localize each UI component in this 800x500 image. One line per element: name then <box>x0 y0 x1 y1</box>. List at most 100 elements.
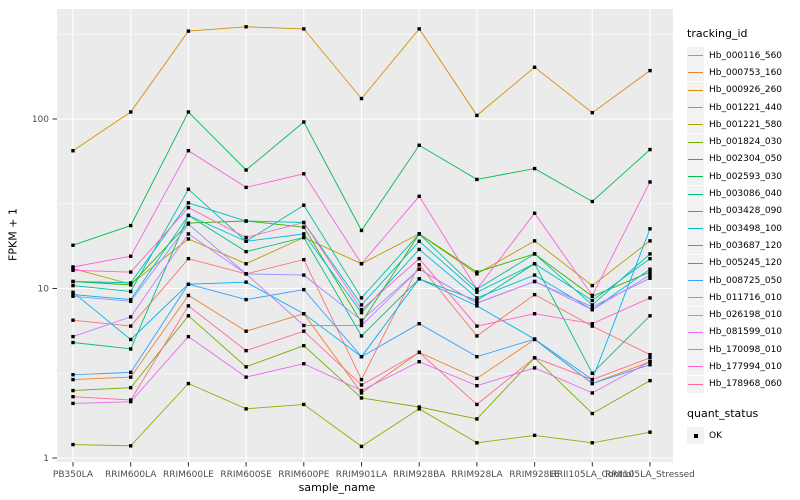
data-point <box>71 294 75 298</box>
data-point <box>417 239 421 243</box>
legend-key-line <box>687 202 704 220</box>
data-point <box>359 320 364 325</box>
legend-item: Hb_003086_040 <box>687 185 799 203</box>
data-point <box>359 377 364 382</box>
legend-key-line <box>687 341 704 359</box>
legend-item-label: Hb_005245_120 <box>709 258 783 269</box>
series-color-swatch <box>688 331 703 333</box>
legend-item-label: Hb_008725_050 <box>709 275 783 286</box>
data-point <box>186 187 191 191</box>
x-tick-label: PB350LA <box>53 470 94 480</box>
data-point <box>417 277 421 281</box>
data-point <box>186 282 191 286</box>
legend-key-line <box>687 150 704 168</box>
x-tick-label: RRIM600PE <box>278 470 330 480</box>
data-point <box>532 356 537 360</box>
data-point <box>129 370 133 375</box>
data-point <box>475 113 479 118</box>
data-point <box>417 321 421 326</box>
quant-status-legend: quant_status OK <box>687 407 799 445</box>
data-point <box>417 407 421 411</box>
legend-key-line <box>687 47 704 65</box>
data-point <box>648 68 652 73</box>
legend: tracking_id Hb_000116_560 Hb_000753_160 Hb… <box>687 27 799 445</box>
legend-key-line <box>687 323 704 341</box>
data-point <box>648 256 652 261</box>
data-point <box>359 296 364 300</box>
data-point <box>532 433 537 438</box>
data-point <box>359 444 364 449</box>
data-point <box>590 381 594 386</box>
data-point <box>129 299 133 304</box>
x-tick-label: RRII105LA_Control <box>551 470 634 480</box>
data-point <box>590 303 594 307</box>
legend-key-line <box>687 358 704 376</box>
data-point <box>417 232 421 236</box>
legend-key-line <box>687 81 704 99</box>
x-tick-label: RRIM600LE <box>163 470 214 480</box>
data-point <box>648 252 652 256</box>
data-point <box>302 402 306 407</box>
data-point <box>359 383 364 387</box>
data-point <box>359 388 364 393</box>
data-point <box>71 442 75 447</box>
series-color-swatch <box>688 280 703 281</box>
legend-key-line <box>687 116 704 134</box>
legend-item-label: Hb_177994_010 <box>709 361 783 372</box>
data-point <box>71 373 75 377</box>
data-point <box>186 304 191 308</box>
data-point <box>532 252 537 256</box>
series-color-swatch <box>688 245 703 247</box>
data-point <box>590 298 594 303</box>
data-point <box>475 270 479 274</box>
x-tick-label: RRIM600LA <box>105 470 157 480</box>
data-point <box>302 257 306 262</box>
data-point <box>532 65 537 69</box>
data-point <box>186 334 191 339</box>
data-point <box>417 267 421 271</box>
legend-key-line <box>687 168 704 186</box>
x-tick-label: RRII105LA_Stressed <box>605 470 695 480</box>
legend-key-line <box>687 99 704 117</box>
data-point <box>648 227 652 231</box>
legend-items: Hb_000116_560 Hb_000753_160 Hb_000926_260 H… <box>687 47 799 393</box>
series-color-swatch <box>688 158 703 160</box>
data-point <box>244 168 248 172</box>
data-point <box>71 149 75 153</box>
series-color-swatch <box>688 72 703 74</box>
series-color-swatch <box>688 107 703 109</box>
legend-item: Hb_170098_010 <box>687 341 799 359</box>
data-point <box>129 315 133 319</box>
data-point <box>359 307 364 312</box>
legend-item-label: Hb_178968_060 <box>709 379 783 390</box>
legend-key-line <box>687 237 704 255</box>
data-point <box>302 323 306 328</box>
series-color-swatch <box>688 210 703 212</box>
x-tick-label: RRIM600SE <box>220 470 272 480</box>
data-point <box>648 147 652 152</box>
data-point <box>475 441 479 445</box>
data-point <box>244 280 248 284</box>
data-point <box>359 334 364 338</box>
data-point <box>648 356 652 360</box>
data-point <box>475 376 479 381</box>
data-point <box>244 365 248 369</box>
legend-item: Hb_002304_050 <box>687 150 799 168</box>
data-point <box>648 267 652 271</box>
data-point <box>71 279 75 284</box>
data-point <box>302 220 306 225</box>
data-point <box>129 444 133 448</box>
data-point <box>359 310 364 315</box>
legend-item-label: Hb_000926_260 <box>709 85 783 96</box>
data-point <box>359 96 364 101</box>
data-point <box>475 324 479 328</box>
data-point <box>648 296 652 300</box>
legend-key-line <box>687 185 704 203</box>
legend-item: Hb_000926_260 <box>687 81 799 99</box>
data-point <box>532 312 537 316</box>
legend-item: Hb_026198_010 <box>687 306 799 324</box>
legend-item-label: Hb_003428_090 <box>709 206 783 217</box>
legend-key-line <box>687 375 704 393</box>
